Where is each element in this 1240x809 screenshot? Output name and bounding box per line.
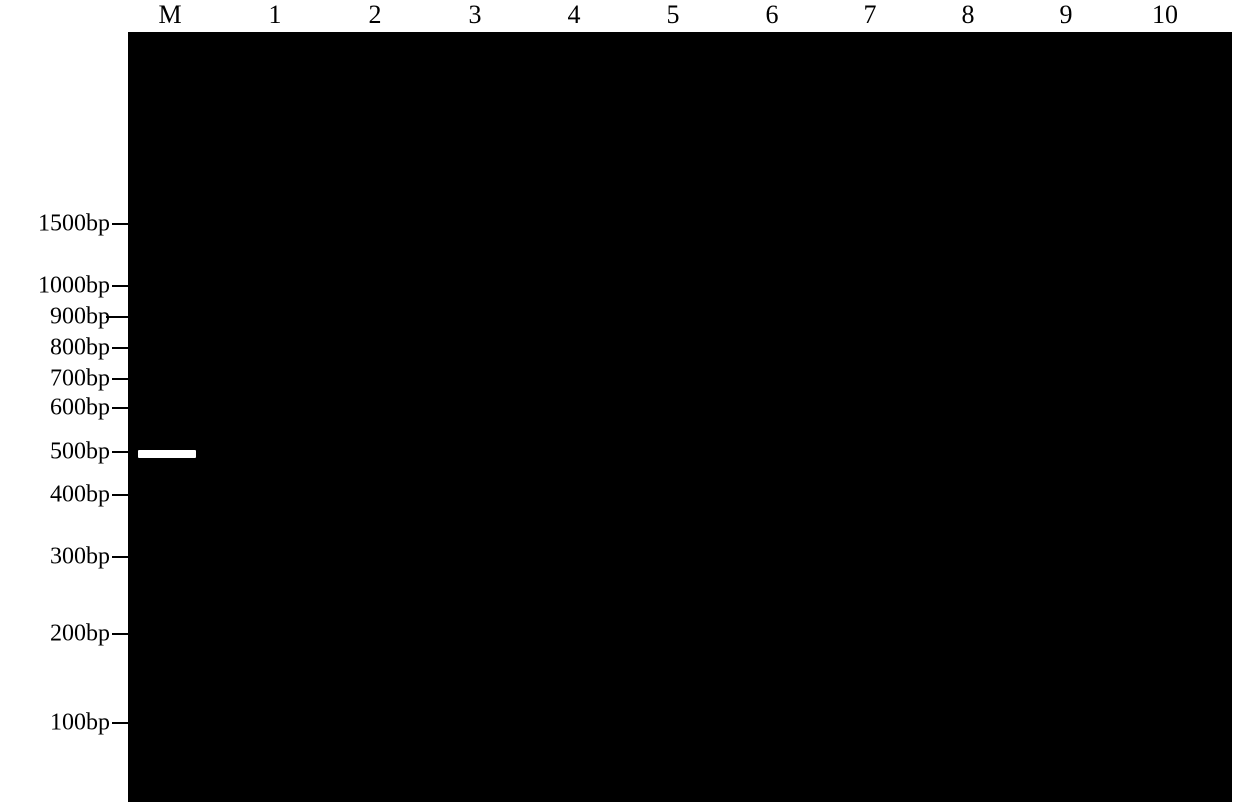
lane-label-6: 6 <box>766 0 779 30</box>
lane-label-9: 9 <box>1060 0 1073 30</box>
ladder-tick-800bp <box>112 347 128 349</box>
lane-label-2: 2 <box>369 0 382 30</box>
ladder-tick-1500bp <box>112 223 128 225</box>
ladder-tick-500bp <box>112 451 128 453</box>
ladder-tick-600bp <box>112 407 128 409</box>
lane-label-3: 3 <box>469 0 482 30</box>
ladder-tick-100bp <box>112 722 128 724</box>
gel-image <box>128 32 1232 802</box>
ladder-tick-900bp <box>106 316 128 318</box>
band-M-0 <box>138 450 196 458</box>
lane-label-7: 7 <box>864 0 877 30</box>
ladder-label-1500bp: 1500bp <box>38 211 110 238</box>
lane-label-8: 8 <box>962 0 975 30</box>
ladder-label-800bp: 800bp <box>50 335 110 362</box>
ladder-label-400bp: 400bp <box>50 482 110 509</box>
lane-label-M: M <box>158 0 181 30</box>
ladder-label-200bp: 200bp <box>50 621 110 648</box>
ladder-label-500bp: 500bp <box>50 439 110 466</box>
lane-label-10: 10 <box>1152 0 1178 30</box>
ladder-tick-200bp <box>112 633 128 635</box>
ladder-tick-1000bp <box>112 285 128 287</box>
ladder-label-1000bp: 1000bp <box>38 273 110 300</box>
ladder-tick-700bp <box>112 378 128 380</box>
ladder-tick-400bp <box>112 494 128 496</box>
ladder-label-900bp: 900bp <box>50 304 110 331</box>
lane-labels-row: M 1 2 3 4 5 6 7 8 9 10 <box>0 0 1240 32</box>
ladder-labels-column: 1500bp 1000bp 900bp 800bp 700bp600bp 500bp 400… <box>0 32 128 802</box>
ladder-label-100bp: 100bp <box>50 710 110 737</box>
lane-label-4: 4 <box>568 0 581 30</box>
ladder-tick-300bp <box>112 556 128 558</box>
ladder-label-600bp: 600bp <box>50 395 110 422</box>
ladder-label-300bp: 300bp <box>50 544 110 571</box>
ladder-label-700bp: 700bp <box>50 366 110 393</box>
lane-label-5: 5 <box>667 0 680 30</box>
lane-label-1: 1 <box>269 0 282 30</box>
